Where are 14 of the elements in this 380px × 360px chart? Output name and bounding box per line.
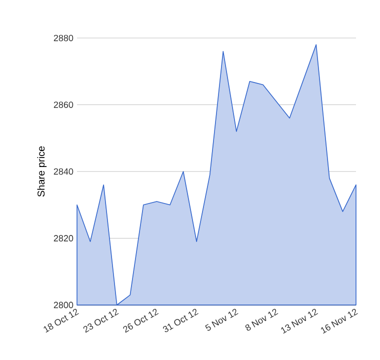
y-tick-label: 2800 bbox=[54, 302, 74, 308]
y-tick-label: 2840 bbox=[54, 168, 74, 175]
x-tick-label: 5 Nov 12 bbox=[205, 308, 238, 331]
x-tick-label: 13 Nov 12 bbox=[281, 308, 318, 334]
y-tick-label: 2880 bbox=[54, 34, 74, 42]
x-tick-label: 26 Oct 12 bbox=[123, 308, 159, 333]
x-tick-label: 18 Oct 12 bbox=[44, 308, 79, 333]
x-tick-label: 8 Nov 12 bbox=[245, 308, 278, 331]
x-tick-label: 16 Nov 12 bbox=[320, 308, 358, 334]
y-tick-label: 2860 bbox=[54, 102, 74, 108]
y-tick-label: 2820 bbox=[54, 235, 74, 242]
y-axis-title: Share price bbox=[37, 146, 47, 197]
x-tick-label: 31 Oct 12 bbox=[163, 308, 199, 332]
x-tick-label: 23 Oct 12 bbox=[83, 308, 119, 333]
